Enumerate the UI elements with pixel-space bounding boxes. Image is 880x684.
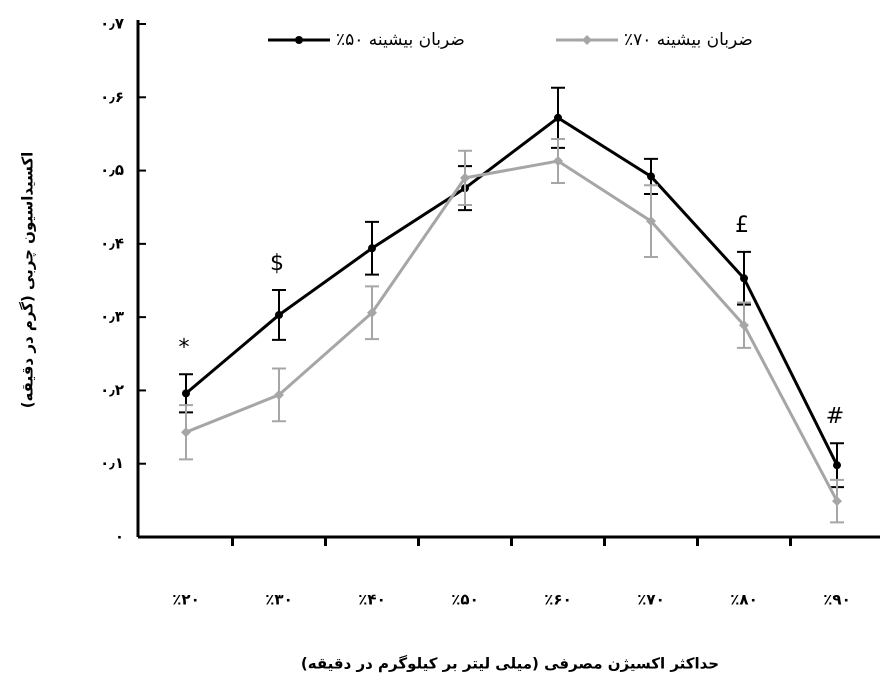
x-tick-label: ٪۷۰	[637, 591, 664, 609]
marker	[553, 156, 563, 167]
marker	[274, 389, 284, 400]
x-tick-label: ٪۲۰	[172, 591, 199, 609]
marker	[832, 496, 842, 507]
y-tick-label: ۰٫۳	[100, 308, 124, 326]
marker	[647, 172, 655, 181]
marker	[368, 244, 376, 253]
marker	[833, 461, 841, 470]
x-tick-label: ٪۸۰	[730, 591, 757, 609]
y-tick-label: ۰٫۶	[100, 88, 124, 106]
legend-label: ٪۷۰ ضربان بیشینه	[624, 30, 753, 50]
marker	[367, 307, 377, 318]
series-line	[185, 159, 839, 502]
y-tick-label: ۰٫۱	[100, 454, 124, 472]
x-tick-label: ٪۶۰	[544, 591, 571, 609]
legend-label: ٪۵۰ ضربان بیشینه	[336, 30, 465, 50]
marker	[646, 216, 656, 227]
marker	[554, 113, 562, 122]
marker	[460, 172, 470, 183]
x-tick-label: ٪۳۰	[265, 591, 292, 609]
marker	[739, 320, 749, 331]
annotation: $	[270, 251, 284, 276]
annotation: #	[826, 404, 844, 429]
annotation: *	[179, 335, 190, 360]
legend-marker	[582, 35, 592, 45]
marker	[182, 389, 190, 398]
x-tick-label: ٪۹۰	[823, 591, 850, 609]
x-tick-label: ٪۵۰	[451, 591, 478, 609]
y-tick-label: ۰٫۷	[100, 15, 124, 33]
y-axis-label: اکسیداسیون چربی (گرم در دقیقه)	[19, 152, 38, 409]
annotation: £	[735, 213, 749, 238]
y-tick-label: ۰٫۵	[100, 161, 124, 179]
y-tick-label: ۰	[115, 528, 124, 546]
marker	[740, 274, 748, 283]
legend-marker	[295, 36, 303, 44]
x-axis-label: حداکثر اکسیژن مصرفی (میلی لیتر بر کیلوگر…	[301, 655, 719, 673]
series-line	[185, 115, 839, 466]
y-tick-label: ۰٫۲	[100, 381, 124, 399]
x-tick-label: ٪۴۰	[358, 591, 385, 609]
marker	[181, 427, 191, 438]
marker	[275, 310, 283, 319]
y-tick-label: ۰٫۴	[100, 234, 124, 252]
